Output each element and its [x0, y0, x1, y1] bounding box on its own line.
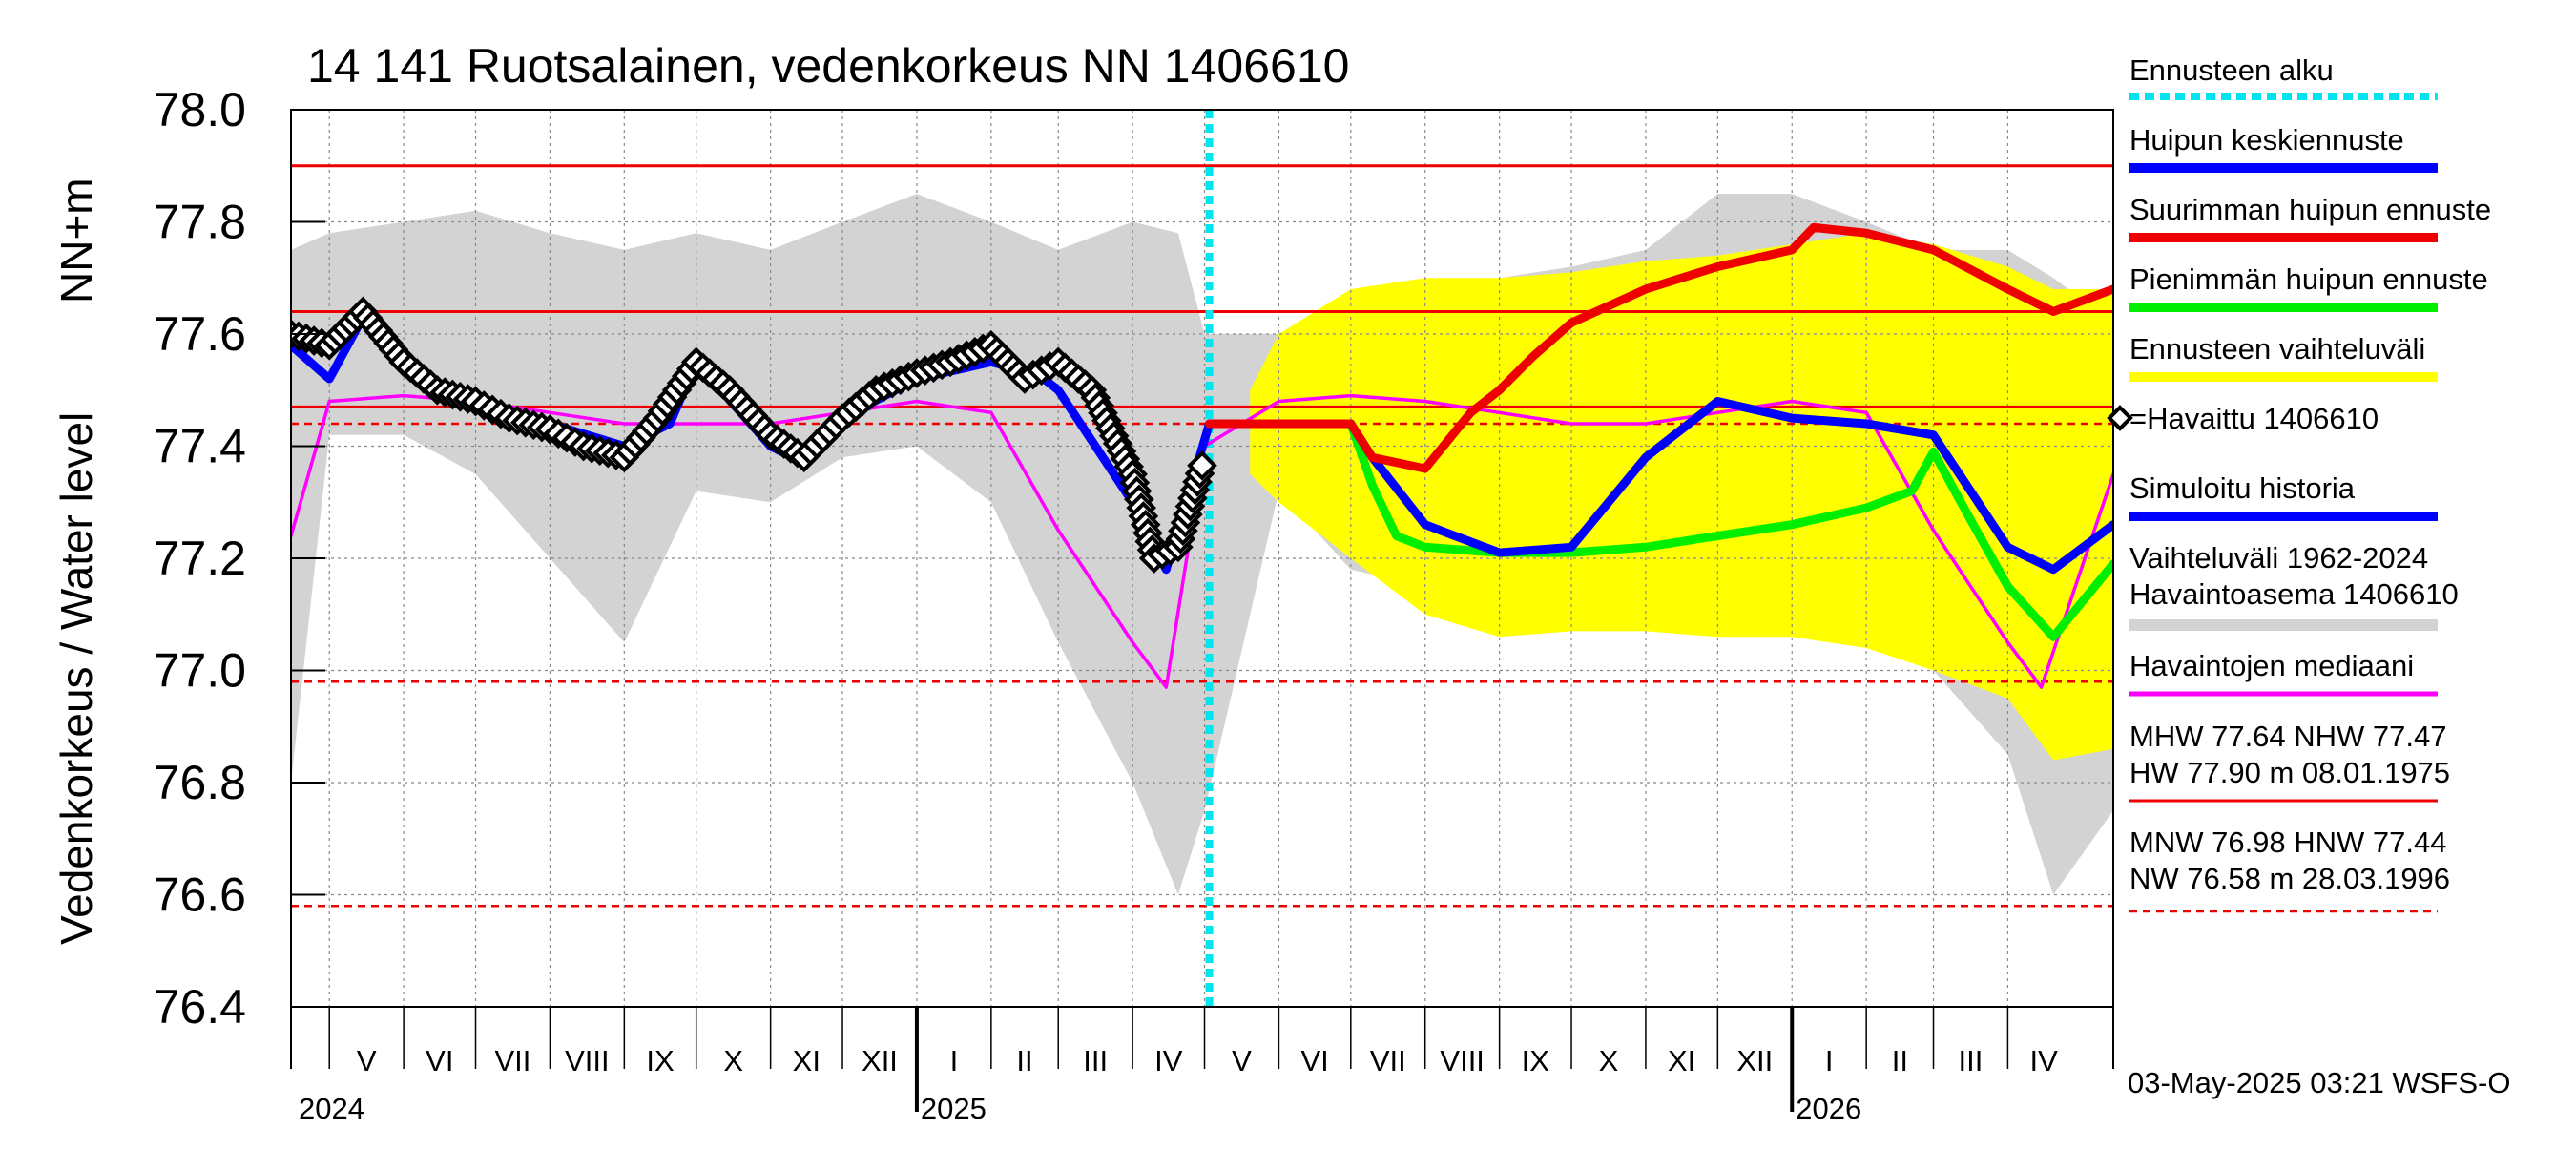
month-label: III [1959, 1044, 1984, 1077]
band-layer [291, 194, 2113, 895]
legend-label: Havaintoasema 1406610 [2129, 577, 2459, 611]
month-label: III [1083, 1044, 1108, 1077]
legend-label: Ennusteen vaihteluväli [2129, 332, 2425, 366]
month-label: XI [1668, 1044, 1695, 1077]
legend-label: Havaintojen mediaani [2129, 649, 2414, 682]
stats-line-1: MHW 77.64 NHW 77.47 [2129, 720, 2447, 753]
month-label: X [1599, 1044, 1619, 1077]
month-label: VII [1370, 1044, 1406, 1077]
axes-layer: 76.476.676.877.077.277.477.677.878.0V VI V… [154, 83, 2114, 1125]
month-label: IX [1522, 1044, 1550, 1077]
month-label: X [723, 1044, 743, 1077]
y-tick-label: 76.4 [154, 980, 246, 1034]
reference-lines-layer [291, 110, 2113, 1007]
stats-line-2: HW 77.90 m 08.01.1975 [2129, 756, 2450, 789]
legend-label: Suurimman huipun ennuste [2129, 193, 2491, 226]
y-tick-label: 76.6 [154, 868, 246, 922]
month-label: VI [1300, 1044, 1328, 1077]
y-tick-label: 77.4 [154, 420, 246, 473]
month-label: VIII [1440, 1044, 1485, 1077]
month-label: XII [1736, 1044, 1773, 1077]
y-tick-label: 77.0 [154, 644, 246, 698]
observed-marker [1187, 450, 1217, 481]
series-layer [291, 222, 2113, 689]
chart-title: 14 141 Ruotsalainen, vedenkorkeus NN 140… [307, 39, 1349, 93]
stats-line-4: NW 76.58 m 28.03.1996 [2129, 862, 2450, 895]
y-tick-label: 78.0 [154, 83, 246, 136]
max-peak-forecast-line [1205, 222, 2113, 473]
month-label: IX [646, 1044, 675, 1077]
y-tick-label: 76.8 [154, 756, 246, 809]
month-label: II [1016, 1044, 1032, 1077]
y-axis-unit: NN+m [52, 178, 101, 303]
y-tick-label: 77.8 [154, 196, 246, 249]
legend: Ennusteen alku Huipun keskiennuste Suurimm… [2107, 53, 2491, 697]
legend-label: Huipun keskiennuste [2129, 123, 2404, 157]
year-label: 2024 [299, 1092, 364, 1125]
month-label: IV [2029, 1044, 2058, 1077]
y-axis-label: Vedenkorkeus / Water level [52, 412, 101, 945]
forecast-range-band [1250, 233, 2113, 761]
legend-label: =Havaittu 1406610 [2129, 402, 2379, 435]
legend-label: Ennusteen alku [2129, 53, 2334, 87]
min-peak-forecast-line [1205, 419, 2113, 641]
month-label: I [950, 1044, 959, 1077]
y-tick-label: 77.6 [154, 307, 246, 361]
legend-label: Vaihteluväli 1962-2024 [2129, 541, 2428, 575]
legend-marker [2107, 405, 2133, 431]
month-label: XII [862, 1044, 898, 1077]
observation-median-line [291, 393, 2113, 689]
month-label: II [1892, 1044, 1908, 1077]
month-label: VI [426, 1044, 453, 1077]
footer-timestamp: 03-May-2025 03:21 WSFS-O [2128, 1066, 2510, 1099]
year-label: 2026 [1796, 1092, 1861, 1125]
legend-label: Pienimmän huipun ennuste [2129, 262, 2488, 296]
month-label: V [357, 1044, 377, 1077]
month-label: I [1825, 1044, 1834, 1077]
year-label: 2025 [921, 1092, 987, 1125]
y-tick-label: 77.2 [154, 532, 246, 585]
month-label: VIII [565, 1044, 610, 1077]
month-label: VII [495, 1044, 531, 1077]
month-label: V [1232, 1044, 1252, 1077]
month-label: XI [793, 1044, 821, 1077]
stats-line-3: MNW 76.98 HNW 77.44 [2129, 826, 2447, 859]
month-label: IV [1154, 1044, 1183, 1077]
legend-label: Simuloitu historia [2129, 471, 2356, 505]
